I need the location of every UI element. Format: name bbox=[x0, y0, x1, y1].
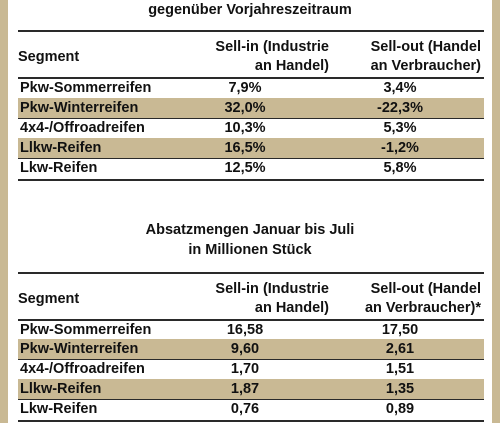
table-row: Llkw-Reifen 16,5% -1,2% bbox=[18, 138, 484, 158]
table1-header-rule bbox=[18, 77, 484, 79]
sell-in-cell: 16,58 bbox=[226, 322, 264, 338]
sell-out-cell: 1,35 bbox=[385, 381, 415, 397]
sell-out-cell: 2,61 bbox=[385, 341, 415, 357]
table2-bottom-rule bbox=[18, 420, 484, 422]
sell-in-cell: 10,3% bbox=[224, 120, 266, 136]
table2-title-line2: in Millionen Stück bbox=[188, 242, 312, 258]
segment-cell: 4x4-/Offroadreifen bbox=[20, 120, 145, 136]
sell-in-cell: 1,87 bbox=[230, 381, 260, 397]
sell-out-cell: -22,3% bbox=[377, 100, 423, 116]
segment-cell: Llkw-Reifen bbox=[20, 140, 102, 156]
table-row: 4x4-/Offroadreifen 10,3% 5,3% bbox=[18, 118, 484, 138]
row-separator bbox=[18, 158, 484, 159]
sell-in-cell: 16,5% bbox=[224, 140, 266, 156]
table2-title-line1: Absatzmengen Januar bis Juli bbox=[145, 222, 355, 238]
table2-header-sell-in-line1: Sell-in (Industrie bbox=[215, 281, 329, 297]
table2-top-rule bbox=[18, 272, 484, 274]
table1-header-sell-in-line2: an Handel) bbox=[254, 58, 329, 74]
table2-header-rule bbox=[18, 319, 484, 321]
table2-header-sell-out-line2: an Verbraucher)* bbox=[364, 300, 481, 316]
segment-cell: Pkw-Winterreifen bbox=[20, 341, 139, 357]
sell-out-cell: -1,2% bbox=[381, 140, 419, 156]
sell-out-cell: 5,3% bbox=[383, 120, 417, 136]
sell-in-cell: 0,76 bbox=[230, 401, 260, 417]
table1-header-sell-out-line2: an Verbraucher) bbox=[370, 58, 481, 74]
table1-top-rule bbox=[18, 30, 484, 32]
sell-out-cell: 17,50 bbox=[381, 322, 419, 338]
sell-in-cell: 9,60 bbox=[230, 341, 260, 357]
table-row: Pkw-Winterreifen 9,60 2,61 bbox=[18, 339, 484, 359]
table-row: Pkw-Sommerreifen 7,9% 3,4% bbox=[18, 78, 484, 98]
row-separator bbox=[18, 118, 484, 119]
sell-in-cell: 12,5% bbox=[224, 160, 266, 176]
table1-bottom-rule bbox=[18, 179, 484, 181]
sell-out-cell: 5,8% bbox=[383, 160, 417, 176]
table1-header-sell-in-line1: Sell-in (Industrie bbox=[215, 39, 329, 55]
segment-cell: Lkw-Reifen bbox=[20, 401, 98, 417]
table1-title: gegenüber Vorjahreszeitraum bbox=[148, 2, 352, 18]
table2-header-sell-in-line2: an Handel) bbox=[254, 300, 329, 316]
segment-cell: 4x4-/Offroadreifen bbox=[20, 361, 145, 377]
table-row: Lkw-Reifen 0,76 0,89 bbox=[18, 399, 484, 419]
table-row: Pkw-Sommerreifen 16,58 17,50 bbox=[18, 320, 484, 340]
row-separator bbox=[18, 359, 484, 360]
segment-cell: Pkw-Winterreifen bbox=[20, 100, 139, 116]
segment-cell: Pkw-Sommerreifen bbox=[20, 80, 152, 96]
sell-out-cell: 3,4% bbox=[383, 80, 417, 96]
table1-header-segment: Segment bbox=[18, 49, 80, 65]
sell-in-cell: 32,0% bbox=[224, 100, 266, 116]
table2-header-segment: Segment bbox=[18, 291, 80, 307]
table-row: Llkw-Reifen 1,87 1,35 bbox=[18, 379, 484, 399]
sell-in-cell: 7,9% bbox=[228, 80, 262, 96]
table-row: Pkw-Winterreifen 32,0% -22,3% bbox=[18, 98, 484, 118]
segment-cell: Lkw-Reifen bbox=[20, 160, 98, 176]
segment-cell: Llkw-Reifen bbox=[20, 381, 102, 397]
table2-header-sell-out-line1: Sell-out (Handel bbox=[370, 281, 481, 297]
sell-out-cell: 0,89 bbox=[385, 401, 415, 417]
table-row: Lkw-Reifen 12,5% 5,8% bbox=[18, 158, 484, 178]
table1-header-sell-out-line1: Sell-out (Handel bbox=[370, 39, 481, 55]
table-row: 4x4-/Offroadreifen 1,70 1,51 bbox=[18, 359, 484, 379]
row-separator bbox=[18, 399, 484, 400]
segment-cell: Pkw-Sommerreifen bbox=[20, 322, 152, 338]
sell-in-cell: 1,70 bbox=[230, 361, 260, 377]
document-panel: gegenüber Vorjahreszeitraum Segment Sell… bbox=[8, 0, 492, 423]
sell-out-cell: 1,51 bbox=[385, 361, 415, 377]
